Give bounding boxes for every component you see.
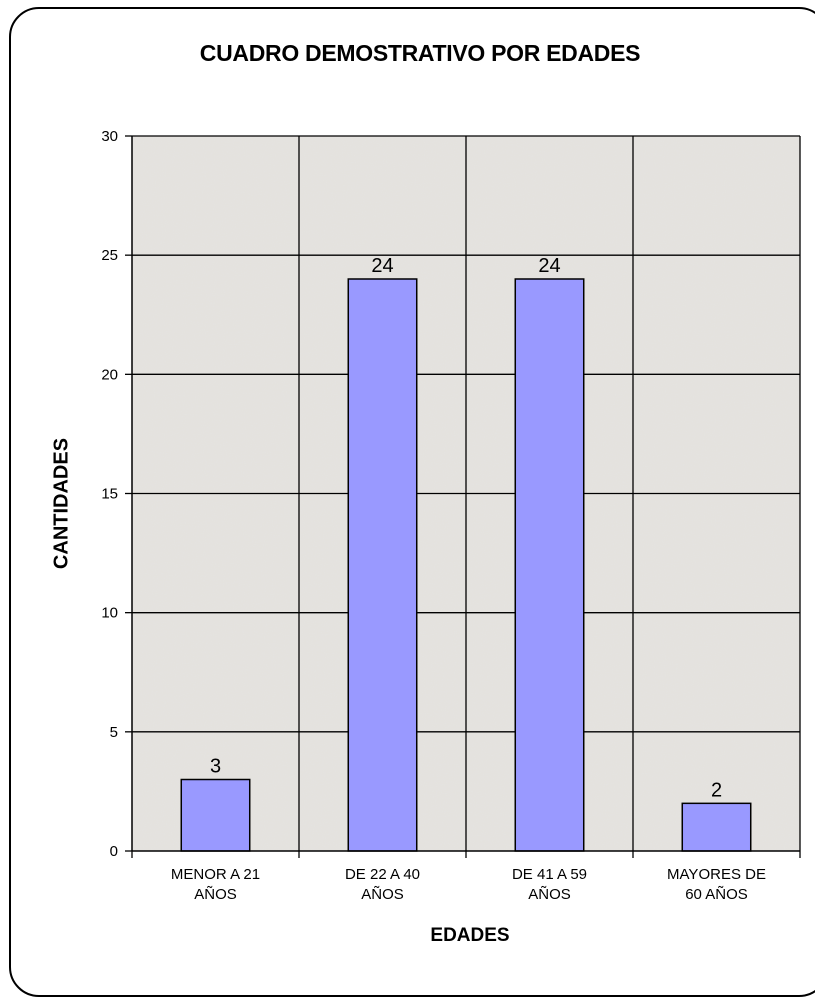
x-tick-label: AÑOS <box>361 886 404 903</box>
y-tick-label: 15 <box>101 486 118 503</box>
y-tick-label: 10 <box>101 605 118 622</box>
y-tick-label: 5 <box>110 724 118 741</box>
y-tick-label: 30 <box>101 128 118 145</box>
data-label: 24 <box>371 255 393 277</box>
bar <box>347 278 418 852</box>
x-tick-label: AÑOS <box>528 886 571 903</box>
x-tick-label: DE 22 A 40 <box>345 866 420 883</box>
x-tick-label: DE 41 A 59 <box>512 866 587 883</box>
bar <box>681 802 752 852</box>
x-tick-label: AÑOS <box>194 886 237 903</box>
data-label: 2 <box>711 779 722 801</box>
x-axis-label: EDADES <box>430 925 510 946</box>
y-tick-label: 25 <box>101 247 118 264</box>
bar <box>514 278 585 852</box>
x-tick-label: 60 AÑOS <box>685 886 748 903</box>
x-tick-label: MAYORES DE <box>667 866 766 883</box>
data-label: 3 <box>210 756 221 778</box>
chart-title: CUADRO DEMOSTRATIVO POR EDADES <box>199 40 641 66</box>
y-tick-label: 20 <box>101 366 118 383</box>
x-tick-label: MENOR A 21 <box>171 866 260 883</box>
bar <box>180 778 251 852</box>
data-label: 24 <box>538 255 560 277</box>
y-tick-label: 0 <box>110 843 118 860</box>
